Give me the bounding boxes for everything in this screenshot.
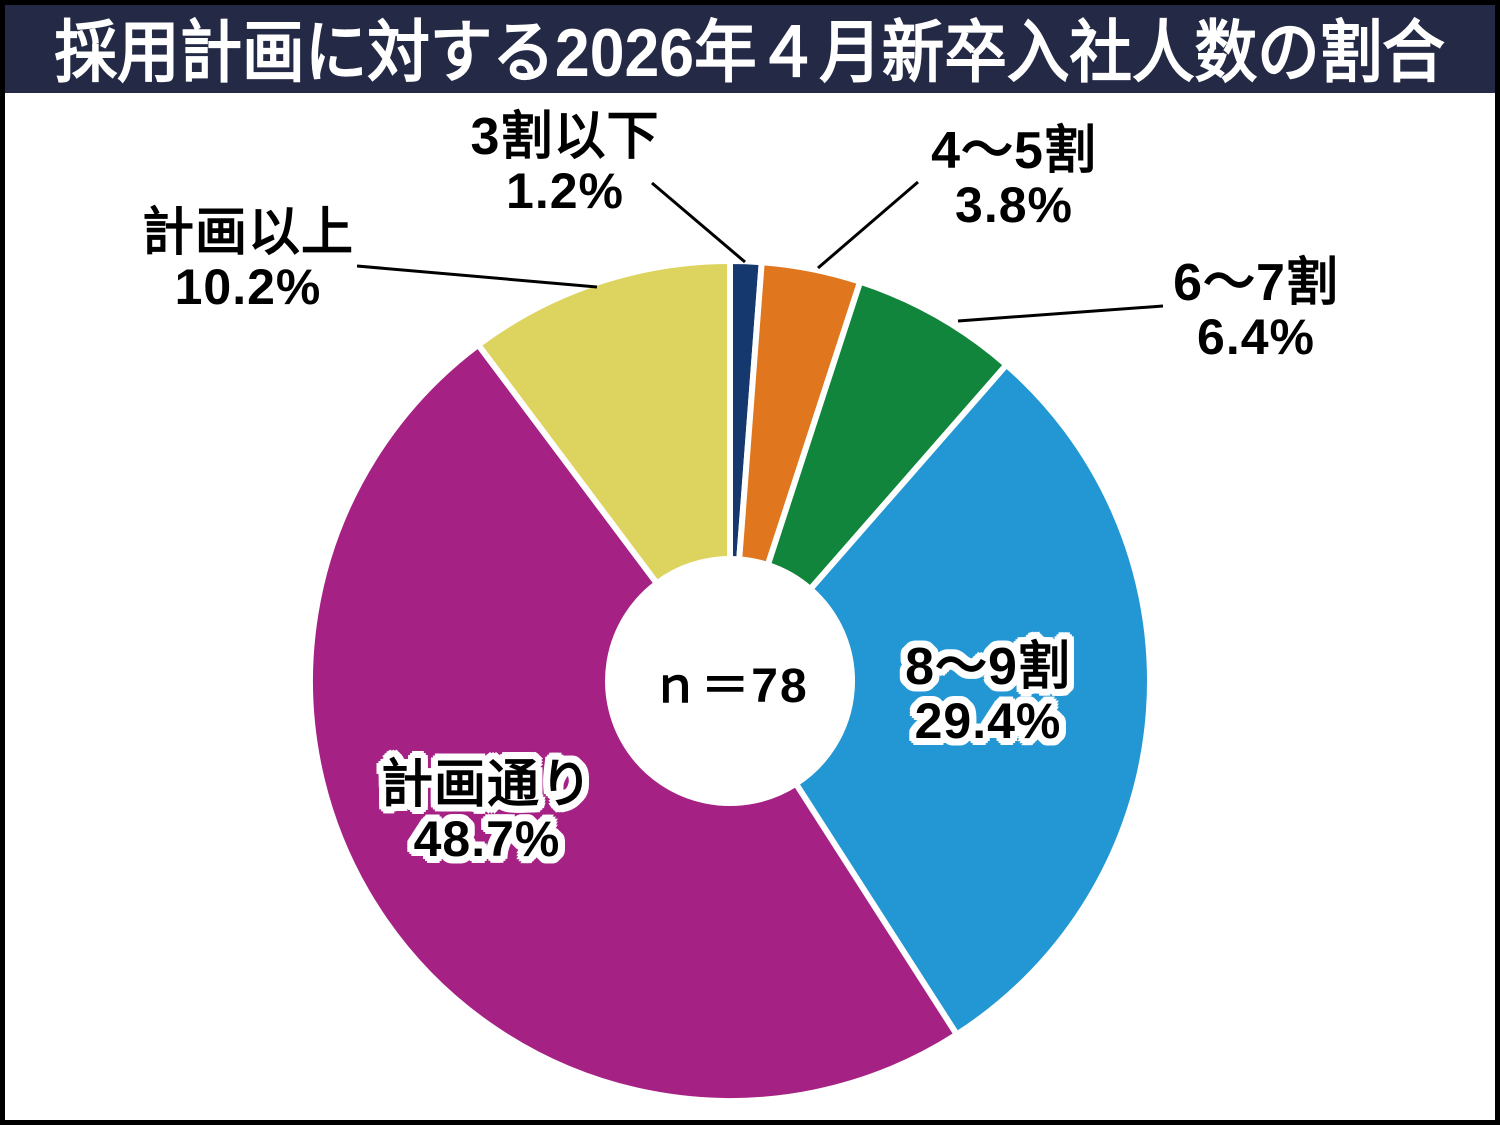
- segment-value: 6.4%: [1197, 309, 1315, 366]
- leader-line-60-70pct: [957, 304, 1164, 323]
- leader-line-under-30pct: [651, 181, 746, 264]
- slice-above-plan: [474, 257, 733, 588]
- label-above-plan: 計画以上 10.2%: [141, 204, 355, 316]
- donut-slices: [307, 257, 1153, 1104]
- leader-lines: [356, 180, 1164, 323]
- label-60-70pct: 6～7割 6.4%: [1173, 254, 1339, 366]
- segment-value: 29.4%: [914, 693, 1062, 750]
- slice-80-90pct: [791, 360, 1153, 1039]
- label-80-90pct: 8～9割 29.4%: [905, 638, 1071, 750]
- segment-value: 3.8%: [955, 177, 1073, 234]
- segment-label: 計画通り: [380, 756, 594, 814]
- segment-value: 10.2%: [174, 259, 322, 316]
- label-as-planned: 計画通り 48.7%: [380, 756, 594, 868]
- leader-line-40-50pct: [817, 180, 919, 270]
- sample-size-label: ｎ＝78: [651, 660, 809, 713]
- chart-title: 採用計画に対する2026年４月新卒入社人数の割合: [54, 15, 1446, 91]
- segment-label: 4～5割: [931, 122, 1097, 180]
- segment-label: 計画以上: [141, 204, 355, 262]
- title-bar: 採用計画に対する2026年４月新卒入社人数の割合: [0, 0, 1500, 93]
- slice-as-planned: [307, 340, 961, 1104]
- segment-label: 8～9割: [905, 638, 1071, 696]
- segment-value: 1.2%: [506, 163, 624, 220]
- segment-label: 3割以下: [470, 108, 660, 166]
- leader-line-above-plan: [356, 264, 598, 289]
- segment-label: 6～7割: [1173, 254, 1339, 312]
- segment-value: 48.7%: [413, 811, 561, 868]
- label-40-50pct: 4～5割 3.8%: [931, 122, 1097, 234]
- label-under-30pct: 3割以下 1.2%: [470, 108, 660, 220]
